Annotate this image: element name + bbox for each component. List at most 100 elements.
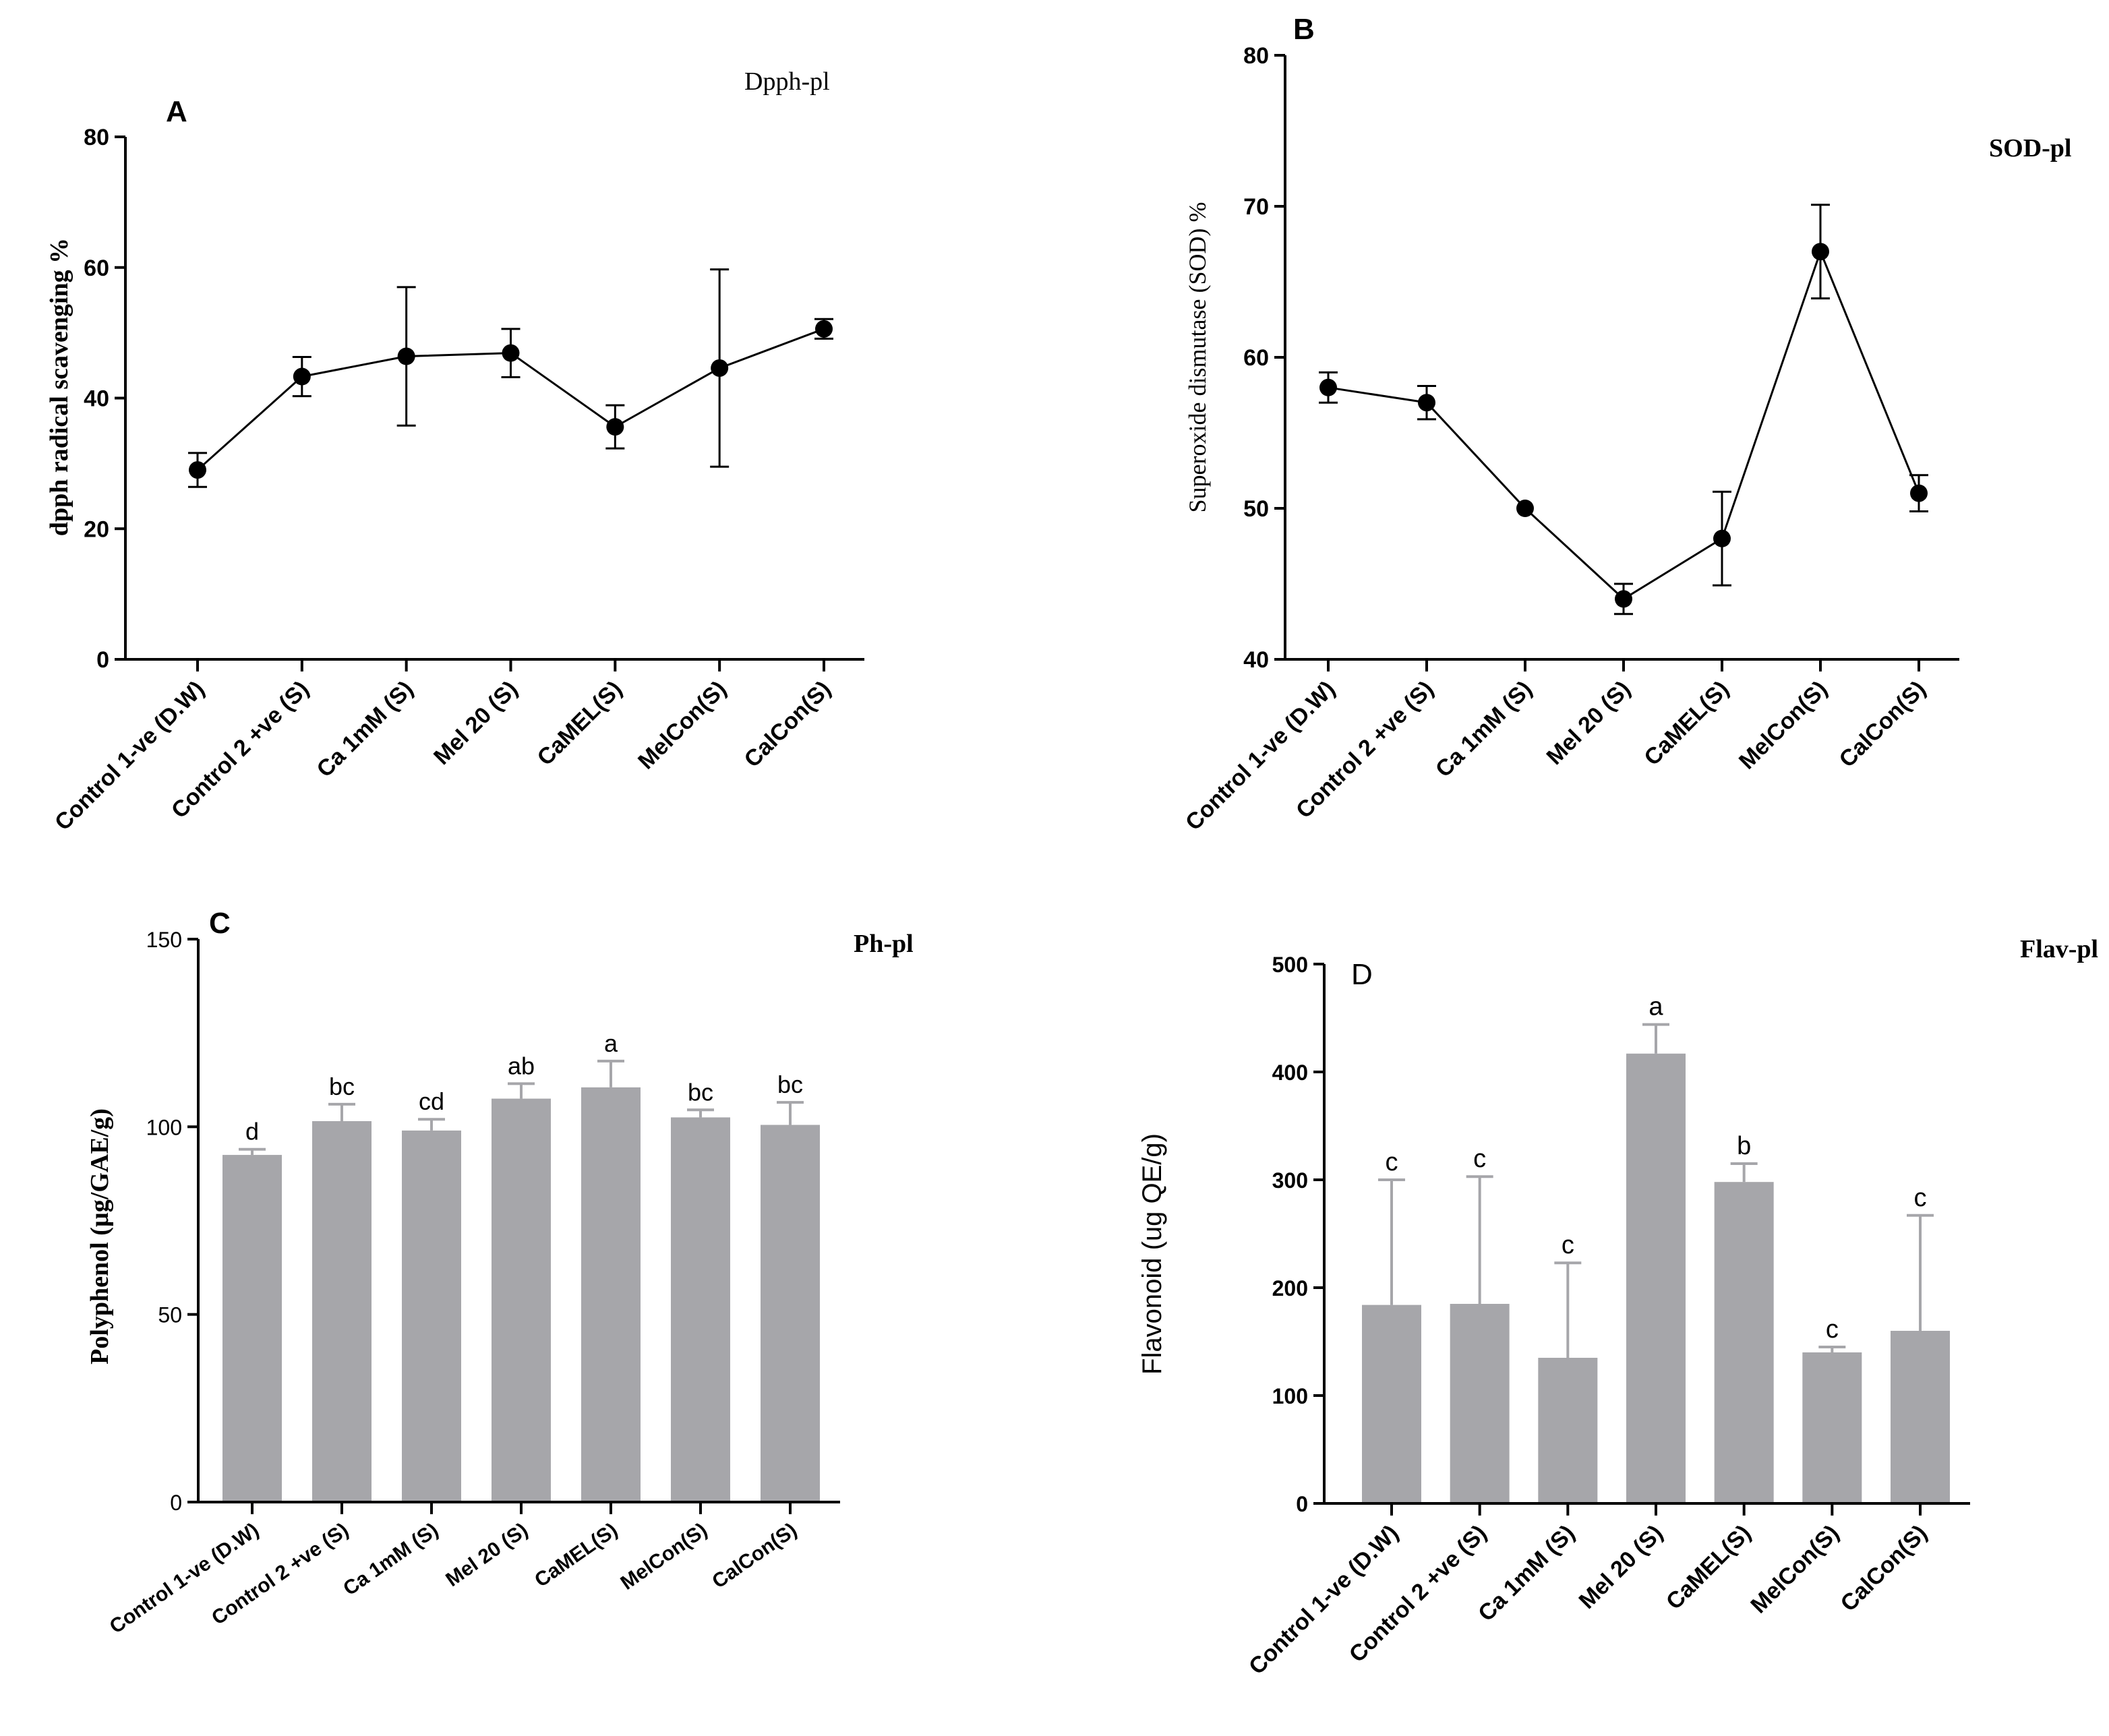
- significance-letter: c: [1386, 1148, 1398, 1176]
- significance-letter: bc: [777, 1071, 803, 1098]
- significance-letter: bc: [329, 1073, 355, 1100]
- significance-letter: a: [604, 1029, 618, 1057]
- data-point: [1319, 378, 1337, 396]
- data-point: [397, 347, 415, 365]
- panel-b-x-axis: Control 1-ve (D.W)Control 2 +ve (S)Ca 1m…: [1181, 658, 1959, 835]
- data-point: [1713, 529, 1731, 547]
- x-tick-label: CaMEL(S): [531, 1519, 622, 1592]
- data-point: [293, 367, 311, 386]
- y-tick-label: 100: [146, 1115, 182, 1139]
- x-tick-label: CalCon(S): [1836, 1520, 1932, 1617]
- y-tick-label: 300: [1272, 1168, 1308, 1193]
- data-point: [711, 359, 729, 377]
- x-tick-label: MelCon(S): [617, 1519, 711, 1594]
- x-tick-label: CalCon(S): [740, 676, 836, 773]
- y-tick-label: 60: [1243, 345, 1269, 371]
- x-tick-label: Ca 1mM (S): [339, 1519, 442, 1600]
- y-tick-label: 40: [1243, 647, 1269, 673]
- x-tick-label: CaMEL(S): [1639, 676, 1733, 771]
- panel-c-x-axis: Control 1-ve (D.W)Control 2 +ve (S)Ca 1m…: [106, 1501, 840, 1638]
- y-tick-label: 0: [1296, 1492, 1308, 1516]
- bar: [402, 1130, 461, 1502]
- y-tick-label: 150: [146, 928, 182, 952]
- bar: [1802, 1352, 1862, 1503]
- panel-b-title: SOD-pl: [1989, 134, 2071, 162]
- y-tick-label: 60: [84, 256, 109, 281]
- panel-c-title: Ph-pl: [854, 930, 914, 958]
- panel-b-y-axis: 40 50 60 70 80: [1243, 43, 1286, 673]
- data-point: [1615, 590, 1632, 608]
- x-tick-label: MelCon(S): [1734, 676, 1833, 775]
- x-tick-label: Ca 1mM (S): [312, 676, 419, 783]
- panel-a-y-axis: 0 20 40 60 80: [84, 125, 127, 673]
- y-tick-label: 70: [1243, 194, 1269, 220]
- y-tick-label: 50: [158, 1303, 182, 1327]
- panel-d-label: D: [1351, 958, 1373, 991]
- x-tick-label: Ca 1mM (S): [1431, 676, 1537, 783]
- x-tick-label: CalCon(S): [708, 1519, 801, 1593]
- panel-d-chart: D Flav-pl Flavonoid (ug QE/g) 0 100 200 300…: [1137, 935, 2098, 1679]
- x-tick-label: CaMEL(S): [533, 676, 627, 771]
- bar: [312, 1120, 372, 1502]
- panel-c-series: d bc cd ab a bc bc: [198, 1029, 840, 1503]
- significance-letter: c: [1914, 1184, 1927, 1212]
- significance-letter: bc: [688, 1078, 713, 1106]
- significance-letter: b: [1737, 1132, 1751, 1160]
- panel-a-ylabel: dpph radical scavenging %: [45, 238, 73, 536]
- y-tick-label: 50: [1243, 496, 1269, 522]
- data-point: [815, 320, 833, 338]
- bar: [1450, 1304, 1510, 1503]
- y-tick-label: 400: [1272, 1060, 1308, 1085]
- x-tick-label: Mel 20 (S): [429, 676, 523, 770]
- y-tick-label: 20: [84, 516, 109, 542]
- panel-c-ylabel: Polyphenol (µg/GAE/g): [86, 1108, 114, 1365]
- significance-letter: d: [245, 1118, 259, 1145]
- bar: [581, 1087, 641, 1502]
- panel-a-title: Dpph-pl: [744, 67, 830, 96]
- y-tick-label: 80: [1243, 43, 1269, 69]
- panel-d-series: c c c a b c c: [1324, 993, 1970, 1505]
- x-tick-label: Control 1-ve (D.W): [1244, 1520, 1404, 1680]
- y-tick-label: 0: [170, 1491, 182, 1515]
- y-tick-label: 500: [1272, 953, 1308, 977]
- panel-a-label: A: [166, 95, 187, 128]
- x-tick-label: Mel 20 (S): [1542, 676, 1636, 770]
- significance-letter: c: [1473, 1145, 1486, 1173]
- data-point: [606, 418, 624, 436]
- x-tick-label: Mel 20 (S): [1574, 1520, 1668, 1614]
- significance-letter: c: [1826, 1315, 1839, 1344]
- y-tick-label: 0: [96, 647, 109, 673]
- bar: [1626, 1053, 1686, 1503]
- significance-letter: ab: [508, 1052, 535, 1079]
- x-tick-label: Mel 20 (S): [442, 1519, 532, 1591]
- data-point: [1516, 500, 1534, 517]
- panel-b-chart: B SOD-pl Superoxide dismutase (SOD) % 40…: [1181, 13, 2071, 835]
- panel-c-chart: C Ph-pl Polyphenol (µg/GAE/g) 050100150 …: [86, 907, 914, 1638]
- bar: [222, 1155, 282, 1502]
- y-tick-label: 80: [84, 125, 109, 150]
- panel-a-series: [188, 268, 833, 488]
- data-point: [502, 344, 520, 362]
- y-tick-label: 40: [84, 386, 109, 412]
- data-point: [1812, 243, 1829, 261]
- significance-letter: c: [1562, 1231, 1574, 1259]
- panel-b-label: B: [1293, 13, 1315, 46]
- x-tick-label: MelCon(S): [1746, 1520, 1844, 1619]
- panel-a-chart: A Dpph-pl dpph radical scavenging % 0 20 4…: [45, 67, 864, 835]
- panel-c-y-axis: 0 50 100 150: [146, 928, 200, 1515]
- bar: [492, 1098, 551, 1502]
- x-tick-label: Control 1-ve (D.W): [106, 1519, 263, 1638]
- bar: [1891, 1331, 1950, 1503]
- panel-d-x-axis: Control 1-ve (D.W)Control 2 +ve (S)Ca 1m…: [1244, 1502, 1970, 1680]
- x-tick-label: CalCon(S): [1835, 676, 1931, 773]
- y-tick-label: 100: [1272, 1384, 1308, 1408]
- data-point: [1418, 394, 1435, 412]
- panel-d-title: Flav-pl: [2020, 935, 2098, 963]
- bar: [1362, 1305, 1421, 1503]
- bar: [671, 1117, 730, 1502]
- series-line: [1328, 248, 1920, 601]
- significance-letter: a: [1648, 993, 1663, 1021]
- panel-b-series: [1319, 204, 1928, 616]
- panel-d-y-axis: 0 100 200 300 400 500: [1272, 953, 1326, 1516]
